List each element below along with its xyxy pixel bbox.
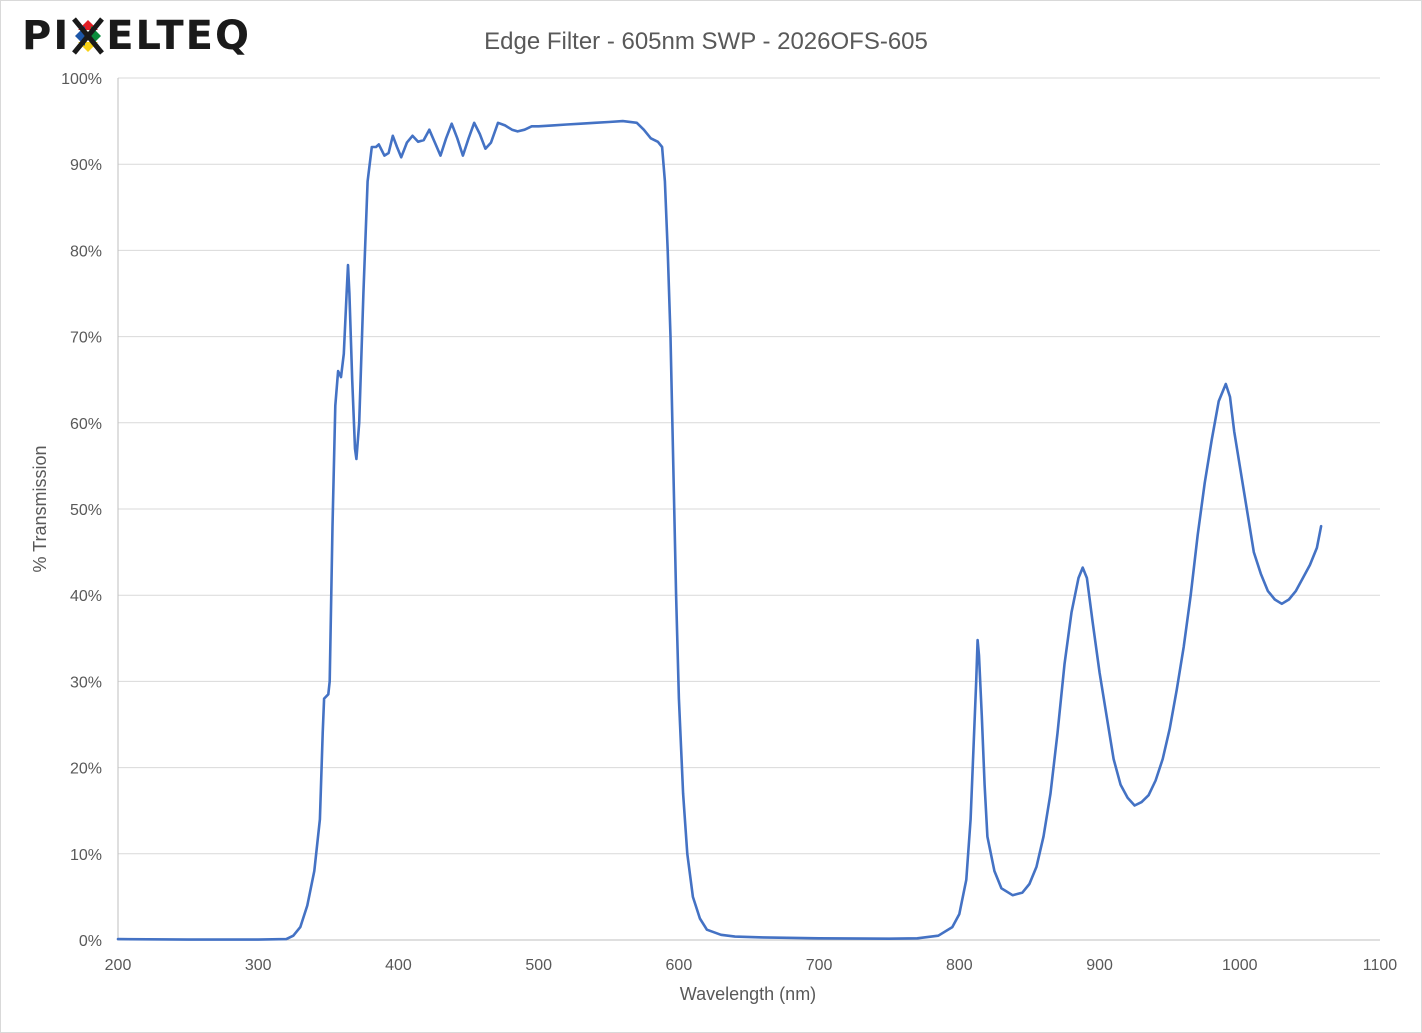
series-group — [116, 119, 1323, 941]
y-axis-label: % Transmission — [30, 445, 50, 572]
x-tick-label: 700 — [806, 957, 833, 974]
chart-title: Edge Filter - 605nm SWP - 2026OFS-605 — [484, 28, 928, 55]
y-tick-label: 90% — [70, 157, 102, 174]
x-tick-labels: 200 300 400 500 600 700 800 900 1000 1100 — [105, 957, 1398, 974]
grid-lines — [118, 77, 1380, 855]
y-tick-label: 0% — [79, 933, 102, 950]
pixelteq-logo: PI ELTEQ — [22, 14, 251, 58]
x-tick-label: 600 — [666, 957, 693, 974]
logo-text-left: PI — [22, 13, 71, 59]
x-tick-label: 1100 — [1363, 957, 1398, 974]
x-tick-label: 900 — [1086, 957, 1113, 974]
x-axis-label: Wavelength (nm) — [680, 984, 816, 1004]
x-tick-label: 200 — [105, 957, 132, 974]
logo-x-icon — [72, 17, 105, 55]
y-tick-label: 10% — [70, 847, 102, 864]
y-tick-label: 40% — [70, 588, 102, 605]
y-tick-label: 80% — [70, 243, 102, 260]
x-tick-label: 500 — [525, 957, 552, 974]
y-tick-label: 30% — [70, 674, 102, 691]
x-tick-label: 400 — [385, 957, 412, 974]
y-tick-labels: 0% 10% 20% 30% 40% 50% 60% 70% 80% 90% 100% — [61, 71, 102, 950]
y-tick-label: 60% — [70, 416, 102, 433]
series-line — [116, 119, 1323, 941]
x-tick-label: 1000 — [1222, 957, 1258, 974]
x-tick-label: 800 — [946, 957, 973, 974]
logo-text-right: ELTEQ — [106, 13, 252, 59]
y-tick-label: 50% — [70, 502, 102, 519]
y-tick-label: 70% — [70, 330, 102, 347]
y-tick-label: 100% — [61, 71, 102, 88]
y-tick-label: 20% — [70, 761, 102, 778]
x-tick-label: 300 — [245, 957, 272, 974]
